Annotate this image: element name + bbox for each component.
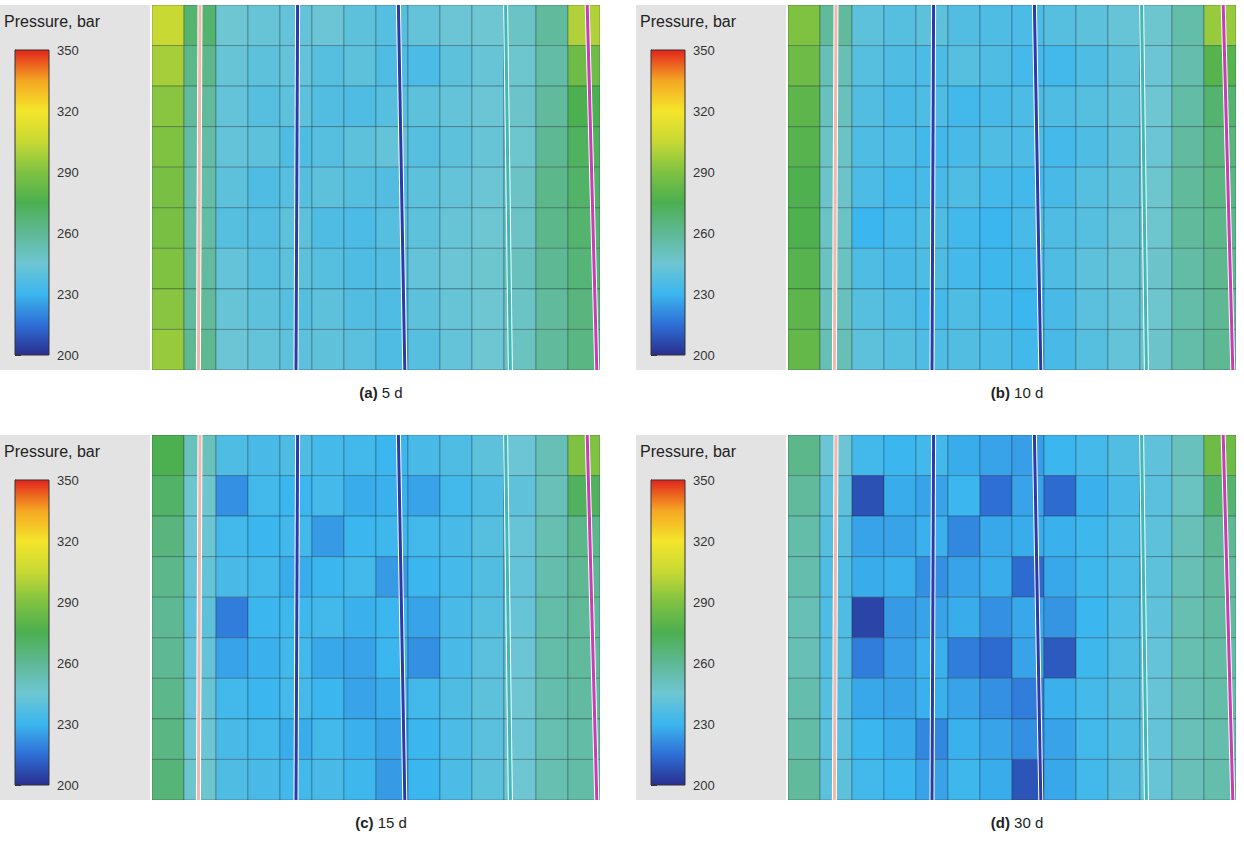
svg-text:320: 320 bbox=[57, 534, 79, 549]
svg-text:Pressure, bar: Pressure, bar bbox=[640, 443, 737, 460]
svg-text:290: 290 bbox=[57, 595, 79, 610]
svg-text:(a): (a) bbox=[359, 384, 377, 401]
svg-text:Pressure, bar: Pressure, bar bbox=[4, 443, 101, 460]
svg-text:350: 350 bbox=[57, 473, 79, 488]
svg-text:260: 260 bbox=[693, 656, 715, 671]
svg-text:Pressure, bar: Pressure, bar bbox=[4, 13, 101, 30]
svg-text:230: 230 bbox=[57, 287, 79, 302]
svg-text:320: 320 bbox=[693, 104, 715, 119]
svg-text:350: 350 bbox=[57, 43, 79, 58]
svg-text:200: 200 bbox=[57, 778, 79, 793]
svg-text:230: 230 bbox=[57, 717, 79, 732]
svg-text:(c): (c) bbox=[355, 814, 373, 831]
svg-text:200: 200 bbox=[693, 778, 715, 793]
svg-text:290: 290 bbox=[57, 165, 79, 180]
svg-text:5 d: 5 d bbox=[378, 384, 403, 401]
svg-text:230: 230 bbox=[693, 717, 715, 732]
svg-text:30 d: 30 d bbox=[1010, 814, 1043, 831]
svg-text:(d): (d) bbox=[991, 814, 1010, 831]
svg-text:10 d: 10 d bbox=[1010, 384, 1043, 401]
svg-text:15 d: 15 d bbox=[373, 814, 406, 831]
svg-text:290: 290 bbox=[693, 595, 715, 610]
svg-text:230: 230 bbox=[693, 287, 715, 302]
svg-text:320: 320 bbox=[693, 534, 715, 549]
svg-text:200: 200 bbox=[693, 348, 715, 363]
svg-text:290: 290 bbox=[693, 165, 715, 180]
svg-text:260: 260 bbox=[57, 656, 79, 671]
svg-text:320: 320 bbox=[57, 104, 79, 119]
svg-text:200: 200 bbox=[57, 348, 79, 363]
svg-text:350: 350 bbox=[693, 473, 715, 488]
svg-text:260: 260 bbox=[693, 226, 715, 241]
svg-text:Pressure, bar: Pressure, bar bbox=[640, 13, 737, 30]
svg-text:260: 260 bbox=[57, 226, 79, 241]
svg-text:350: 350 bbox=[693, 43, 715, 58]
svg-text:(b): (b) bbox=[991, 384, 1010, 401]
